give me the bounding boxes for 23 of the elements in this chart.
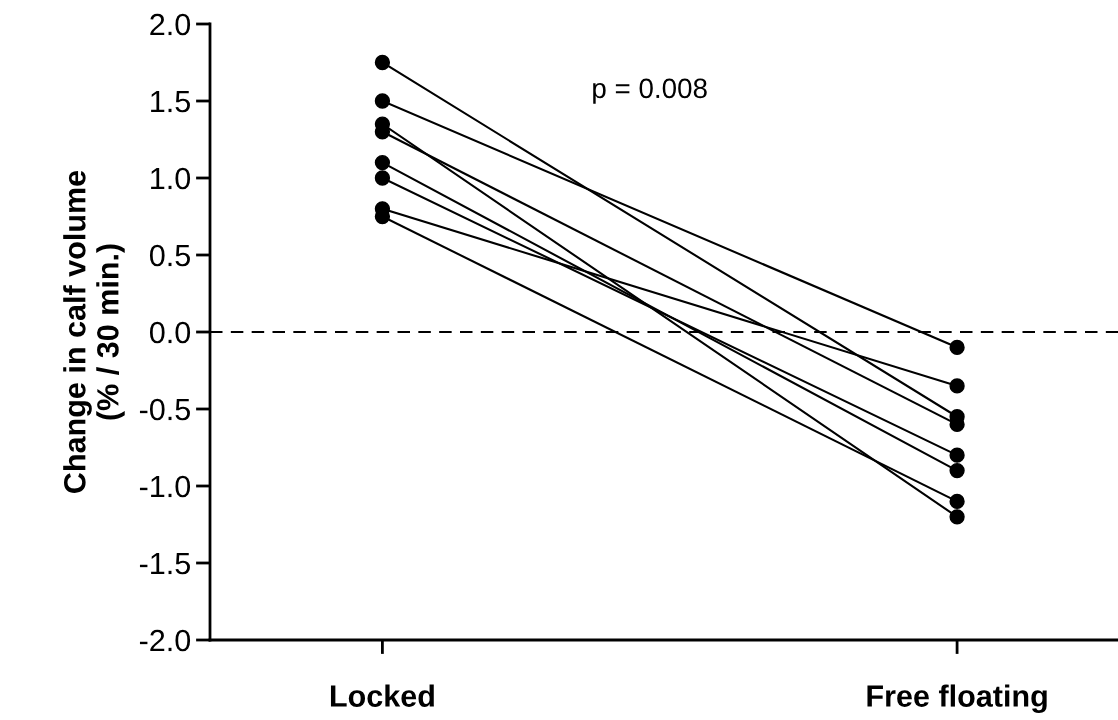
y-tick-label: -1.5: [139, 553, 190, 575]
point: [374, 93, 391, 109]
y-tick-label: -1.0: [139, 475, 191, 498]
point: [949, 509, 965, 525]
annotation: p = 0.008: [593, 78, 707, 104]
point: [374, 154, 391, 171]
point: [949, 447, 965, 463]
point: [374, 170, 391, 186]
y-axis-title: Change in calf volume (% / 30 min.): [63, 170, 125, 493]
y-tick-label: -2.0: [139, 629, 191, 652]
point: [949, 378, 965, 394]
y-tick-label: 0.5: [149, 244, 190, 267]
point: [374, 54, 391, 71]
y-tick-label: 1.0: [151, 167, 191, 190]
point: [949, 339, 965, 356]
y-tick-label: 0.0: [149, 321, 191, 344]
point: [949, 493, 965, 510]
y-tick-label: 2.0: [150, 13, 191, 36]
point: [949, 462, 965, 479]
y-tick-label: 1.5: [151, 91, 190, 113]
y-tick-label: -0.5: [139, 398, 190, 421]
x-tick-label: Locked: [330, 684, 434, 707]
x-tick-label: Free floating: [867, 684, 1047, 714]
